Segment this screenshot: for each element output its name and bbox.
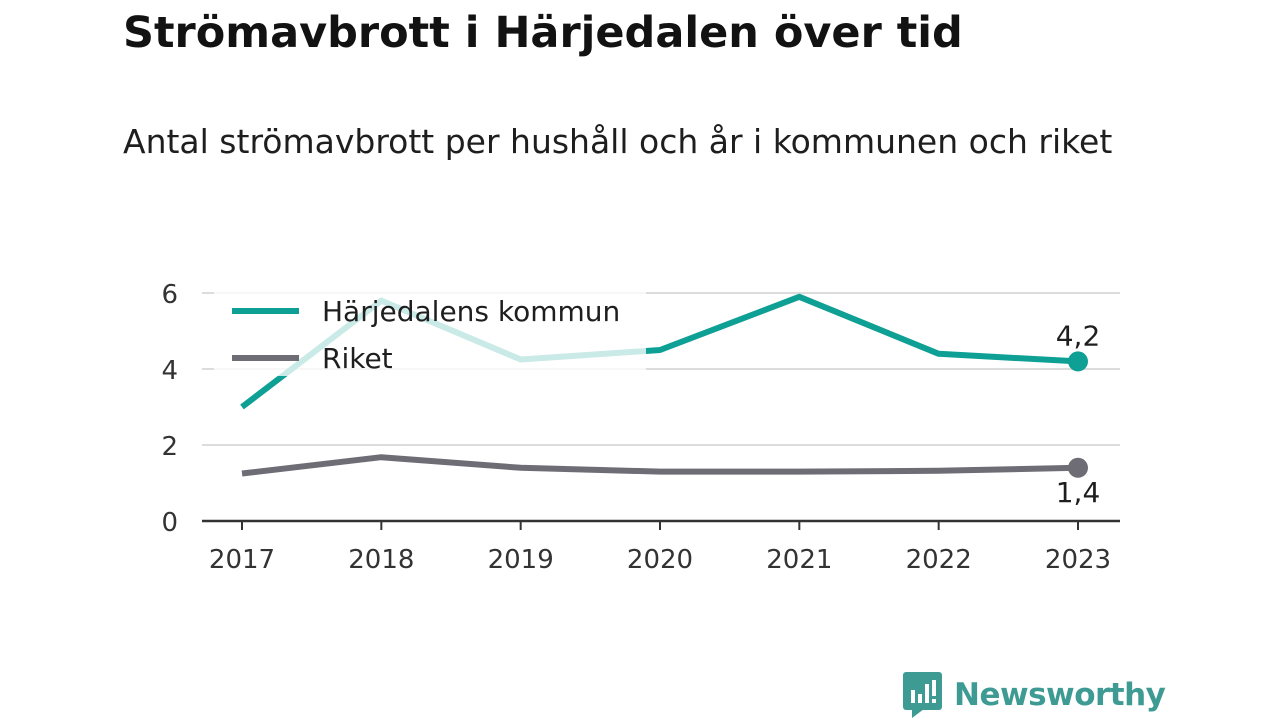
series-line-1 <box>241 454 1079 477</box>
x-tick-label: 2020 <box>627 545 693 575</box>
chart-title: Strömavbrott i Härjedalen över tid <box>123 8 963 58</box>
data-label-end-0: 4,2 <box>1056 319 1101 352</box>
y-tick-label: 2 <box>161 432 178 462</box>
newsworthy-logo-text: Newsworthy <box>954 677 1166 713</box>
data-labels: 4,2 1,4 <box>1056 319 1101 508</box>
newsworthy-logo-icon <box>903 672 942 718</box>
series-end-marker-1 <box>1068 457 1088 478</box>
legend-label-0: Härjedalens kommun <box>322 295 620 328</box>
series-end-marker-0 <box>1068 351 1088 372</box>
legend-label-1: Riket <box>322 342 393 375</box>
x-tick-label: 2022 <box>906 545 972 575</box>
chart-subtitle: Antal strömavbrott per hushåll och år i … <box>123 122 1113 161</box>
y-tick-label: 6 <box>161 280 178 310</box>
y-tick-label: 4 <box>161 356 178 386</box>
x-tick-label: 2021 <box>766 545 832 575</box>
data-label-end-1: 1,4 <box>1056 476 1101 509</box>
y-tick-label: 0 <box>161 508 178 538</box>
newsworthy-logo: Newsworthy <box>902 671 1166 719</box>
x-tick-label: 2017 <box>209 545 275 575</box>
legend: Härjedalens kommun Riket <box>214 284 646 376</box>
x-tick-label: 2018 <box>348 545 414 575</box>
axes: 0 2 4 6 2017 2018 2019 2020 2021 2022 2023 <box>161 280 1120 575</box>
x-tick-label: 2023 <box>1045 545 1111 575</box>
x-tick-label: 2019 <box>488 545 554 575</box>
